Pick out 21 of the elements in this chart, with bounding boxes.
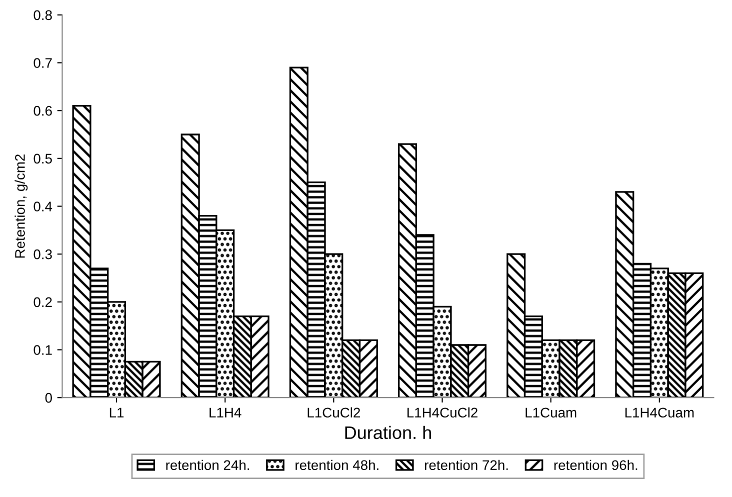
legend-label: retention 96h. bbox=[554, 460, 638, 470]
y-tick-label: 0.5 bbox=[34, 154, 52, 164]
y-tick-label: 0.3 bbox=[34, 249, 52, 260]
y-tick-label: 0 bbox=[45, 392, 52, 403]
legend-label: retention 24h. bbox=[166, 460, 249, 470]
x-tick-label: L1H4CuCl2 bbox=[407, 407, 478, 418]
x-tick-label: L1H4 bbox=[210, 408, 242, 418]
x-axis-title: Duration. h bbox=[345, 426, 431, 440]
x-tick-label: L1Cuam bbox=[526, 408, 576, 418]
x-tick-label: L1 bbox=[110, 408, 124, 418]
y-tick-label: 0.7 bbox=[34, 58, 52, 68]
y-tick-label: 0.1 bbox=[34, 345, 52, 355]
y-tick-label: 0.8 bbox=[34, 10, 52, 20]
legend-label: retention 72h. bbox=[424, 460, 508, 470]
legend-label: retention 48h. bbox=[296, 460, 378, 470]
y-axis-title: Retention, g/cm2 bbox=[14, 154, 28, 258]
y-tick-label: 0.2 bbox=[34, 297, 52, 308]
y-tick-label: 0.6 bbox=[34, 106, 52, 116]
y-tick-label: 0.4 bbox=[34, 202, 52, 212]
x-tick-label: L1CuCl2 bbox=[308, 407, 360, 418]
x-tick-label: L1H4Cuam bbox=[625, 408, 694, 418]
